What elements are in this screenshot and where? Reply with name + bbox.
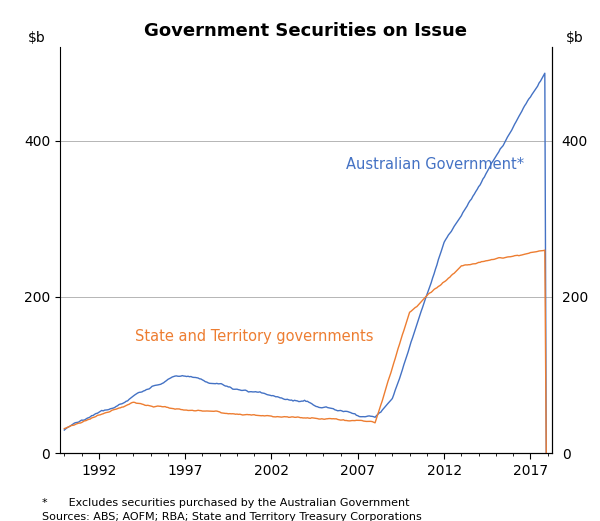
Text: Australian Government*: Australian Government* bbox=[346, 157, 524, 171]
Text: *      Excludes securities purchased by the Australian Government: * Excludes securities purchased by the A… bbox=[42, 498, 409, 507]
Text: $b: $b bbox=[566, 31, 584, 45]
Text: $b: $b bbox=[28, 31, 46, 45]
Title: Government Securities on Issue: Government Securities on Issue bbox=[145, 22, 467, 40]
Text: State and Territory governments: State and Territory governments bbox=[135, 329, 373, 343]
Text: Sources: ABS; AOFM; RBA; State and Territory Treasury Corporations: Sources: ABS; AOFM; RBA; State and Terri… bbox=[42, 512, 422, 521]
